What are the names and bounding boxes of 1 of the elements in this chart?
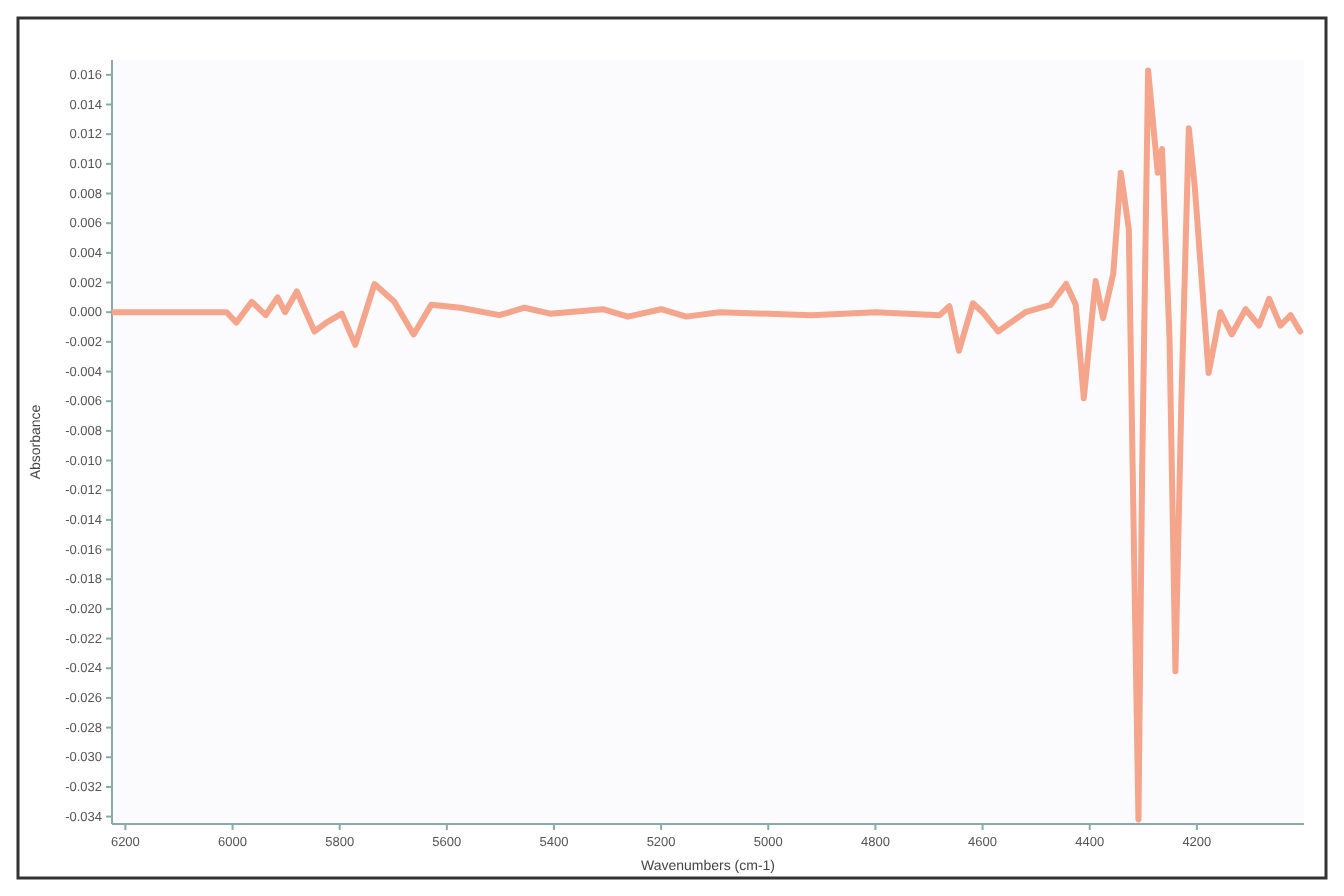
line-series <box>112 67 1304 823</box>
